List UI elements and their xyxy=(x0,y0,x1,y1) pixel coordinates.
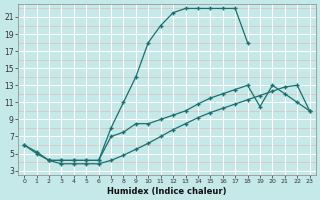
X-axis label: Humidex (Indice chaleur): Humidex (Indice chaleur) xyxy=(107,187,227,196)
